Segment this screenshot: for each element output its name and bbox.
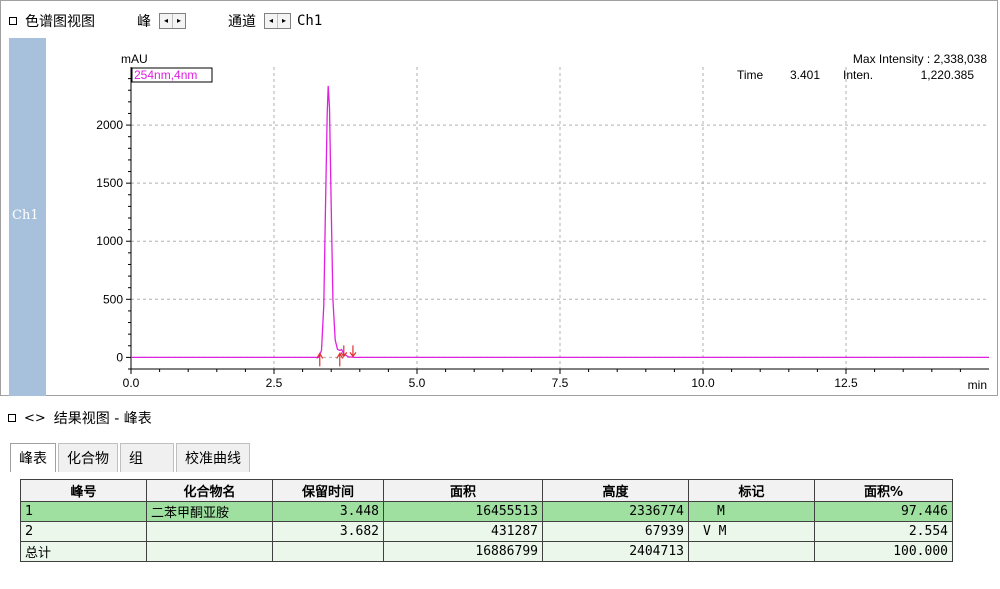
y-ticks: 0 500 1000 1500 2000: [96, 78, 131, 370]
y-tick-label: 1500: [96, 176, 123, 190]
x-tick-label: 12.5: [834, 376, 858, 390]
cell-retention-time[interactable]: 3.682: [272, 521, 384, 542]
y-tick-label: 500: [103, 292, 123, 306]
peak-table-header: 峰号 化合物名 保留时间 面积 高度 标记 面积%: [20, 479, 953, 502]
cell-mark[interactable]: M: [688, 501, 815, 522]
cell-area-percent[interactable]: 2.554: [814, 521, 953, 542]
results-view-header: <> 结果视图 - 峰表: [8, 408, 152, 428]
y-tick-label: 2000: [96, 118, 123, 132]
spin-left-icon[interactable]: ◂: [265, 14, 278, 28]
results-tabs: 峰表 化合物 组 校准曲线: [10, 443, 252, 472]
channel-selector-label: 通道: [228, 14, 256, 30]
peak-markers: [316, 345, 357, 367]
cell-total-label[interactable]: 总计: [20, 541, 147, 562]
panel-collapse-icon[interactable]: [8, 414, 16, 422]
cursor-inten-label: Inten.: [843, 68, 873, 82]
peak-marker: [316, 352, 324, 367]
col-mark[interactable]: 标记: [688, 479, 815, 502]
panel-collapse-icon[interactable]: [9, 17, 17, 25]
chromatogram-chart[interactable]: 0 500 1000 1500 2000 0.0 2.5 5.0 7.5 10.0 12.5 mA…: [1, 1, 999, 397]
x-tick-label: 7.5: [552, 376, 569, 390]
col-area-percent[interactable]: 面积%: [814, 479, 953, 502]
cell-area[interactable]: 16455513: [383, 501, 543, 522]
cell-retention-time[interactable]: 3.448: [272, 501, 384, 522]
chromatogram-view-title: 色谱图视图: [25, 14, 95, 30]
results-view-panel: <> 结果视图 - 峰表 峰表 化合物 组 校准曲线 峰号 化合物名 保留时间 …: [0, 398, 1000, 589]
tab-compound[interactable]: 化合物: [58, 443, 118, 472]
x-tick-label: 10.0: [691, 376, 715, 390]
peak-marker: [336, 352, 344, 367]
table-row[interactable]: 1 二苯甲酮亚胺 3.448 16455513 2336774 M 97.446: [20, 501, 953, 522]
x-tick-label: 2.5: [266, 376, 283, 390]
spin-right-icon[interactable]: ▸: [173, 14, 185, 28]
side-channel-label: Ch1: [12, 208, 39, 223]
x-tick-label: 0.0: [123, 376, 140, 390]
col-area[interactable]: 面积: [383, 479, 543, 502]
spin-right-icon[interactable]: ▸: [278, 14, 290, 28]
col-peak-no[interactable]: 峰号: [20, 479, 147, 502]
channel-side-tab[interactable]: [9, 38, 46, 396]
chromatogram-view-header: 色谱图视图 峰 ◂ ▸ 通道 ◂ ▸ Ch1: [9, 11, 322, 31]
cursor-inten-value: 1,220.385: [921, 68, 975, 82]
y-axis-label: mAU: [121, 52, 148, 66]
cell-area-percent[interactable]: 100.000: [814, 541, 953, 562]
x-axis-label: min: [968, 378, 987, 392]
peak-selector-label: 峰: [137, 14, 151, 30]
tab-group[interactable]: 组: [120, 443, 174, 472]
col-height[interactable]: 高度: [542, 479, 689, 502]
col-retention-time[interactable]: 保留时间: [272, 479, 384, 502]
y-tick-label: 0: [116, 350, 123, 364]
max-intensity-label: Max Intensity : 2,338,038: [853, 52, 987, 66]
cell-retention-time[interactable]: [272, 541, 384, 562]
x-ticks: 0.0 2.5 5.0 7.5 10.0 12.5: [123, 369, 961, 390]
cell-compound-name[interactable]: 二苯甲酮亚胺: [146, 501, 273, 522]
cursor-time-value: 3.401: [790, 68, 820, 82]
legend-label: 254nm,4nm: [134, 68, 197, 82]
cell-height[interactable]: 2336774: [542, 501, 689, 522]
cell-height[interactable]: 2404713: [542, 541, 689, 562]
channel-spinner[interactable]: ◂ ▸: [264, 13, 291, 29]
y-tick-label: 1000: [96, 234, 123, 248]
peak-marker: [349, 345, 357, 358]
cell-area[interactable]: 431287: [383, 521, 543, 542]
peak-table: 峰号 化合物名 保留时间 面积 高度 标记 面积% 1 二苯甲酮亚胺 3.448…: [20, 479, 953, 562]
code-toggle-icon[interactable]: <>: [24, 410, 46, 426]
series-line: [131, 85, 989, 359]
table-row-total[interactable]: 总计 16886799 2404713 100.000: [20, 541, 953, 562]
cell-area[interactable]: 16886799: [383, 541, 543, 562]
tab-calibration-curve[interactable]: 校准曲线: [176, 443, 250, 472]
cell-area-percent[interactable]: 97.446: [814, 501, 953, 522]
cell-peak-no[interactable]: 2: [20, 521, 147, 542]
cursor-time-label: Time: [737, 68, 764, 82]
cell-mark[interactable]: [688, 541, 815, 562]
peak-spinner[interactable]: ◂ ▸: [159, 13, 186, 29]
peak-marker: [340, 345, 348, 358]
results-view-title: 结果视图 - 峰表: [53, 411, 152, 427]
chromatogram-view-panel: 色谱图视图 峰 ◂ ▸ 通道 ◂ ▸ Ch1 Ch1 0 500 1000 1500 2…: [0, 0, 998, 396]
x-tick-label: 5.0: [409, 376, 426, 390]
cell-peak-no[interactable]: 1: [20, 501, 147, 522]
table-row[interactable]: 2 3.682 431287 67939 V M 2.554: [20, 521, 953, 542]
cell-height[interactable]: 67939: [542, 521, 689, 542]
legend-box: [131, 67, 213, 83]
col-compound-name[interactable]: 化合物名: [146, 479, 273, 502]
channel-value: Ch1: [297, 13, 323, 29]
chart-series: [131, 85, 989, 359]
spin-left-icon[interactable]: ◂: [160, 14, 173, 28]
cell-compound-name[interactable]: [146, 521, 273, 542]
tab-peak-table[interactable]: 峰表: [10, 443, 56, 472]
cell-mark[interactable]: V M: [688, 521, 815, 542]
cell-compound-name[interactable]: [146, 541, 273, 562]
chart-grid: [131, 67, 989, 369]
